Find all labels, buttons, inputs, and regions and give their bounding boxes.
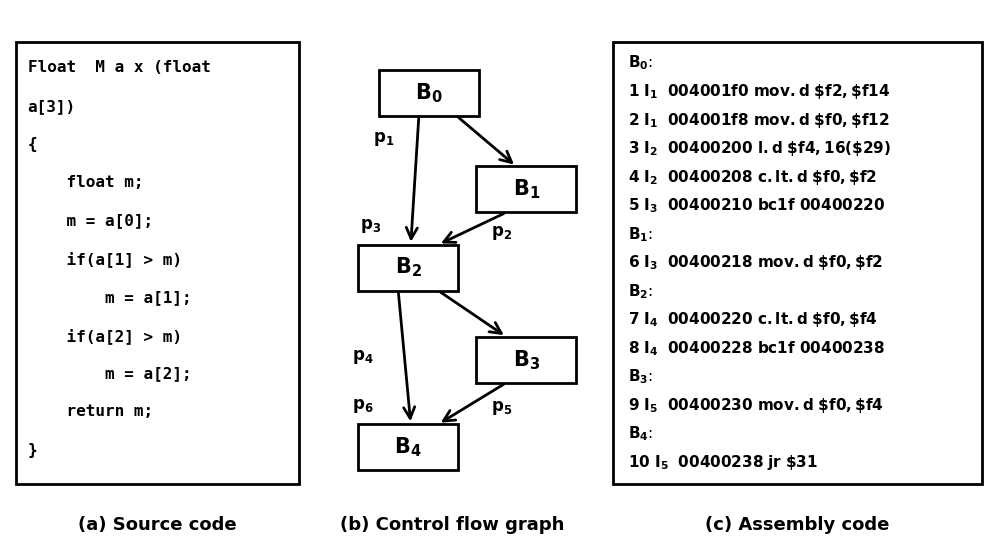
Text: $\mathbf{B_0}$:: $\mathbf{B_0}$: [628, 54, 653, 72]
FancyBboxPatch shape [358, 244, 458, 290]
Text: m = a[0];: m = a[0]; [28, 213, 153, 229]
Text: $\mathbf{B_3}$: $\mathbf{B_3}$ [513, 348, 540, 372]
Text: m = a[1];: m = a[1]; [28, 290, 191, 305]
Text: $\mathbf{p_{6}}$: $\mathbf{p_{6}}$ [352, 397, 374, 415]
Text: $\mathbf{p_{1}}$: $\mathbf{p_{1}}$ [373, 130, 394, 148]
Text: $\mathbf{p_{3}}$: $\mathbf{p_{3}}$ [360, 217, 381, 235]
FancyBboxPatch shape [379, 70, 479, 116]
Text: $\mathbf{3\ I_2\ \ 00400200\ l.d\ \$f4,16(\$29)}$: $\mathbf{3\ I_2\ \ 00400200\ l.d\ \$f4,1… [628, 139, 891, 158]
Text: $\mathbf{B_2}$:: $\mathbf{B_2}$: [628, 282, 653, 301]
Text: $\mathbf{10\ I_5\ \ 00400238\ jr\ \$31}$: $\mathbf{10\ I_5\ \ 00400238\ jr\ \$31}$ [628, 453, 818, 472]
Text: a[3]): a[3]) [28, 99, 76, 113]
Text: $\mathbf{9\ I_5\ \ 00400230\ mov.d\ \$f0,\$f4}$: $\mathbf{9\ I_5\ \ 00400230\ mov.d\ \$f0… [628, 396, 884, 415]
Text: (a) Source code: (a) Source code [78, 516, 237, 534]
Text: (c) Assembly code: (c) Assembly code [705, 516, 890, 534]
Text: $\mathbf{p_{5}}$: $\mathbf{p_{5}}$ [491, 399, 512, 417]
Text: $\mathbf{1\ I_1\ \ 004001f0\ mov.d\ \$f2,\$f14}$: $\mathbf{1\ I_1\ \ 004001f0\ mov.d\ \$f2… [628, 82, 890, 101]
Text: $\mathbf{5\ I_3\ \ 00400210\ bc1f\ 00400220}$: $\mathbf{5\ I_3\ \ 00400210\ bc1f\ 00400… [628, 196, 885, 215]
Text: $\mathbf{p_{2}}$: $\mathbf{p_{2}}$ [491, 224, 512, 242]
FancyBboxPatch shape [476, 336, 576, 383]
Text: $\mathbf{B_4}$:: $\mathbf{B_4}$: [628, 425, 653, 443]
FancyBboxPatch shape [476, 167, 576, 213]
Text: $\mathbf{p_{4}}$: $\mathbf{p_{4}}$ [352, 349, 374, 367]
Text: $\mathbf{8\ I_4\ \ 00400228\ bc1f\ 00400238}$: $\mathbf{8\ I_4\ \ 00400228\ bc1f\ 00400… [628, 339, 885, 358]
Text: }: } [28, 443, 37, 458]
Text: m = a[2];: m = a[2]; [28, 366, 191, 381]
Text: $\mathbf{B_1}$: $\mathbf{B_1}$ [513, 178, 540, 201]
Text: $\mathbf{B_4}$: $\mathbf{B_4}$ [394, 435, 422, 459]
Text: if(a[2] > m): if(a[2] > m) [28, 328, 182, 344]
Text: Float  M a x (float: Float M a x (float [28, 60, 211, 76]
Text: (b) Control flow graph: (b) Control flow graph [340, 516, 565, 534]
Text: float m;: float m; [28, 175, 143, 190]
Text: $\mathbf{6\ I_3\ \ 00400218\ mov.d\ \$f0,\$f2}$: $\mathbf{6\ I_3\ \ 00400218\ mov.d\ \$f0… [628, 253, 883, 272]
Text: if(a[1] > m): if(a[1] > m) [28, 252, 182, 267]
Text: $\mathbf{B_0}$: $\mathbf{B_0}$ [415, 81, 443, 105]
Text: $\mathbf{B_3}$:: $\mathbf{B_3}$: [628, 368, 653, 386]
Text: $\mathbf{7\ I_4\ \ 00400220\ c.lt.d\ \$f0,\$f4}$: $\mathbf{7\ I_4\ \ 00400220\ c.lt.d\ \$f… [628, 311, 878, 329]
FancyBboxPatch shape [358, 424, 458, 470]
Text: {: { [28, 137, 37, 152]
FancyBboxPatch shape [16, 42, 299, 484]
Text: $\mathbf{B_1}$:: $\mathbf{B_1}$: [628, 225, 653, 243]
Text: $\mathbf{2\ I_1\ \ 004001f8\ mov.d\ \$f0,\$f12}$: $\mathbf{2\ I_1\ \ 004001f8\ mov.d\ \$f0… [628, 111, 890, 130]
Text: return m;: return m; [28, 404, 153, 419]
Text: $\mathbf{B_2}$: $\mathbf{B_2}$ [395, 256, 422, 279]
FancyBboxPatch shape [613, 42, 982, 484]
Text: $\mathbf{4\ I_2\ \ 00400208\ c.lt.d\ \$f0,\$f2}$: $\mathbf{4\ I_2\ \ 00400208\ c.lt.d\ \$f… [628, 168, 877, 187]
